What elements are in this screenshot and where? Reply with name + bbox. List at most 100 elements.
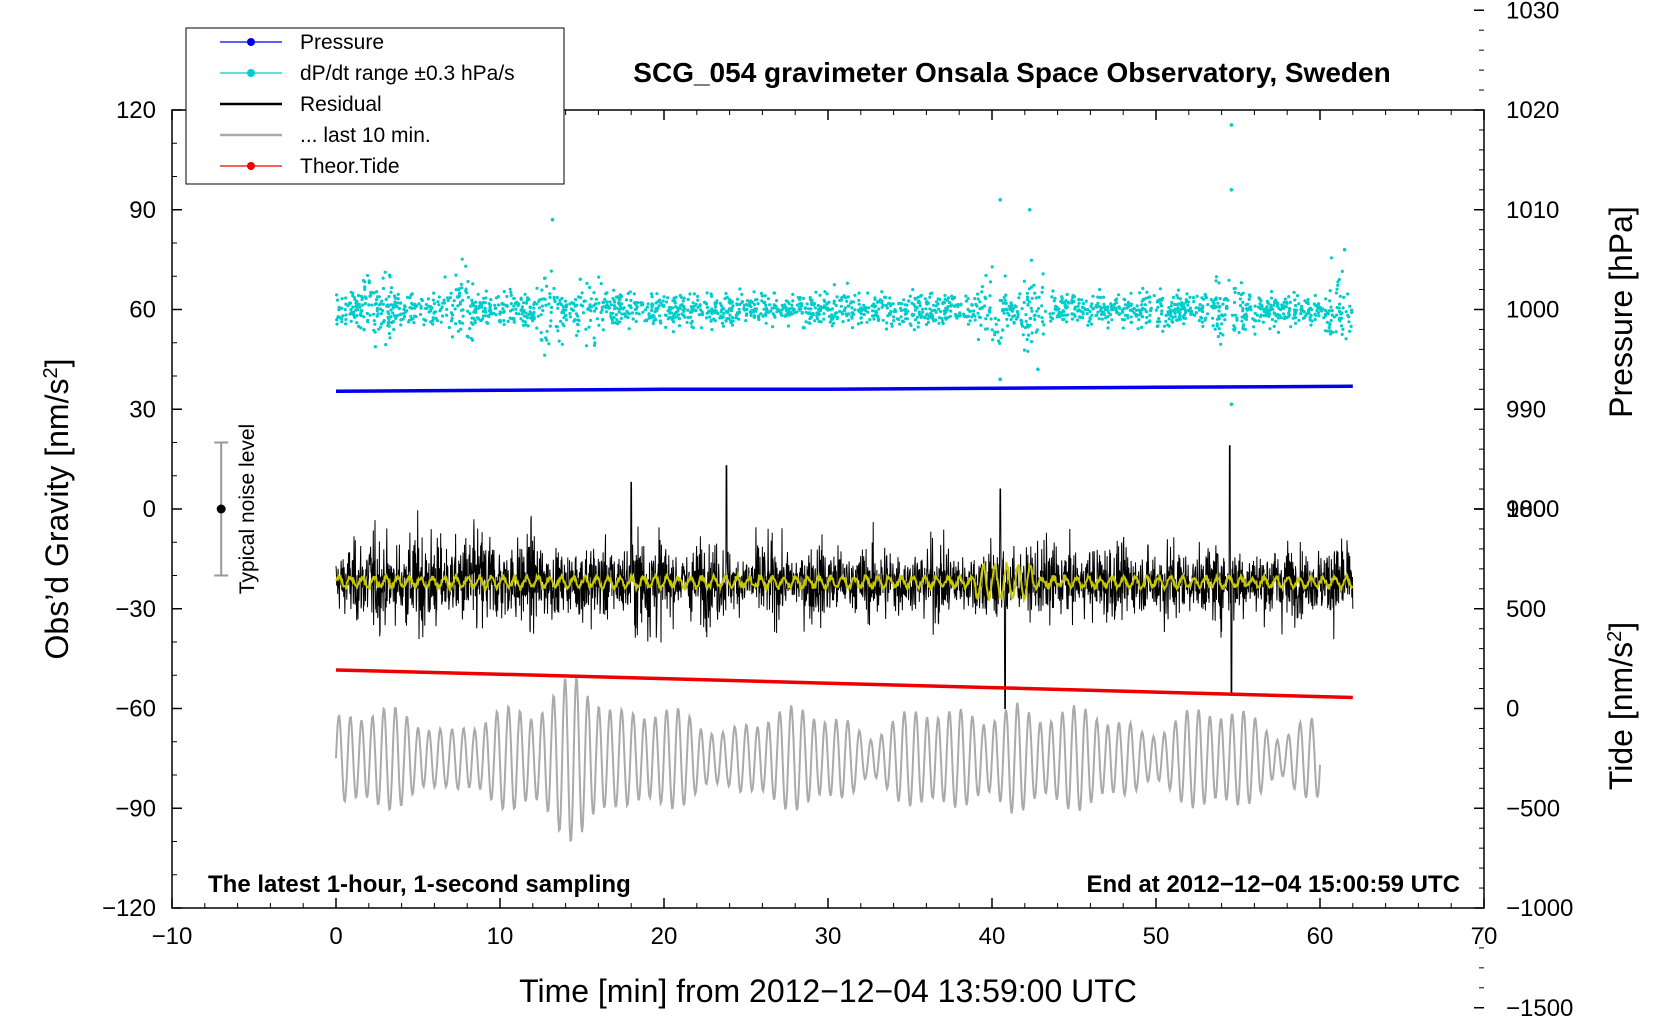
dpdt-point — [976, 292, 980, 296]
dpdt-point — [374, 298, 379, 302]
dpdt-point — [360, 296, 365, 300]
dpdt-point — [522, 308, 526, 313]
dpdt-point — [517, 302, 521, 306]
dpdt-point — [620, 302, 624, 306]
dpdt-point — [915, 315, 920, 319]
dpdt-point — [688, 310, 693, 314]
dpdt-point — [1143, 303, 1147, 307]
dpdt-point — [1245, 308, 1249, 312]
dpdt-point — [1211, 316, 1215, 320]
dpdt-point — [587, 325, 591, 329]
dpdt-point — [728, 313, 732, 317]
dpdt-point — [788, 307, 792, 311]
dpdt-point — [754, 309, 758, 313]
dpdt-point — [647, 312, 651, 316]
dpdt-point — [1238, 304, 1243, 308]
dpdt-point — [468, 311, 472, 316]
dpdt-point — [912, 328, 917, 332]
dpdt-point — [1225, 304, 1229, 308]
dpdt-point — [873, 296, 877, 300]
legend-box — [185, 27, 565, 185]
dpdt-point — [513, 301, 518, 305]
dpdt-point — [494, 313, 498, 317]
dpdt-point — [360, 309, 364, 313]
dpdt-point — [624, 298, 629, 302]
dpdt-point — [875, 310, 879, 314]
dpdt-point — [919, 293, 924, 297]
dpdt-point — [713, 302, 717, 306]
dpdt-point — [632, 292, 636, 296]
dpdt-point — [480, 304, 484, 308]
dpdt-point — [705, 305, 710, 309]
dpdt-point — [1171, 315, 1175, 319]
dpdt-point — [386, 310, 390, 314]
dpdt-point — [544, 336, 548, 340]
dpdt-point — [557, 339, 561, 343]
dpdt-point — [1135, 304, 1139, 308]
dpdt-point — [988, 306, 992, 310]
dpdt-point — [526, 324, 530, 328]
dpdt-point — [1217, 309, 1221, 313]
dpdt-point — [560, 296, 564, 300]
dpdt-point — [378, 307, 383, 311]
dpdt-point — [1350, 310, 1354, 315]
dpdt-point — [710, 328, 714, 332]
dpdt-point — [812, 302, 817, 306]
dpdt-point — [397, 306, 401, 311]
dpdt-point — [689, 315, 693, 319]
dpdt-point — [930, 309, 934, 313]
dpdt-point — [752, 302, 757, 307]
dpdt-point — [388, 336, 392, 340]
dpdt-point — [1249, 308, 1253, 312]
dpdt-point — [458, 300, 462, 304]
dpdt-point — [341, 314, 345, 318]
dpdt-point — [759, 312, 763, 316]
dpdt-point — [1338, 319, 1342, 323]
legend-label: Residual — [300, 93, 382, 116]
dpdt-point — [1237, 330, 1241, 335]
dpdt-point — [395, 301, 400, 305]
dpdt-point — [846, 295, 850, 299]
dpdt-point — [740, 292, 744, 296]
dpdt-point — [583, 299, 587, 303]
series-residual — [335, 445, 1354, 709]
dpdt-point — [1287, 295, 1291, 299]
dpdt-point — [1009, 305, 1013, 309]
dpdt-point — [975, 304, 979, 308]
dpdt-point — [1185, 292, 1189, 296]
dpdt-point — [1014, 317, 1019, 321]
dpdt-point — [1004, 293, 1008, 297]
dpdt-point — [1244, 303, 1248, 307]
dpdt-point — [519, 296, 523, 300]
tide-tick-label: −1000 — [1506, 895, 1573, 922]
dpdt-point — [761, 314, 765, 318]
y-axis-title-pressure: Pressure [hPa] — [1603, 206, 1639, 418]
dpdt-point — [519, 317, 523, 321]
dpdt-point — [900, 302, 904, 306]
dpdt-point — [1285, 301, 1289, 305]
dpdt-point — [609, 311, 613, 315]
dpdt-point — [1206, 303, 1210, 307]
dpdt-point — [1257, 319, 1261, 323]
dpdt-point — [832, 321, 836, 325]
dpdt-point — [884, 327, 889, 331]
dpdt-point — [694, 302, 698, 306]
dpdt-point — [915, 305, 919, 309]
annotation-sampling: The latest 1-hour, 1-second sampling — [208, 871, 631, 898]
legend-label: ... last 10 min. — [300, 124, 431, 147]
dpdt-point — [593, 309, 597, 313]
dpdt-point — [1142, 298, 1146, 302]
dpdt-point — [1103, 308, 1108, 312]
dpdt-point — [686, 308, 690, 312]
dpdt-point — [1182, 313, 1187, 317]
dpdt-point — [1313, 303, 1318, 307]
dpdt-point — [402, 314, 407, 319]
dpdt-point — [1017, 296, 1021, 300]
dpdt-point — [442, 298, 446, 302]
dpdt-point — [351, 305, 355, 309]
dpdt-point — [1002, 308, 1006, 312]
dpdt-point — [796, 295, 800, 300]
dpdt-point — [581, 304, 585, 308]
dpdt-point — [1132, 306, 1136, 311]
dpdt-point — [949, 309, 953, 313]
